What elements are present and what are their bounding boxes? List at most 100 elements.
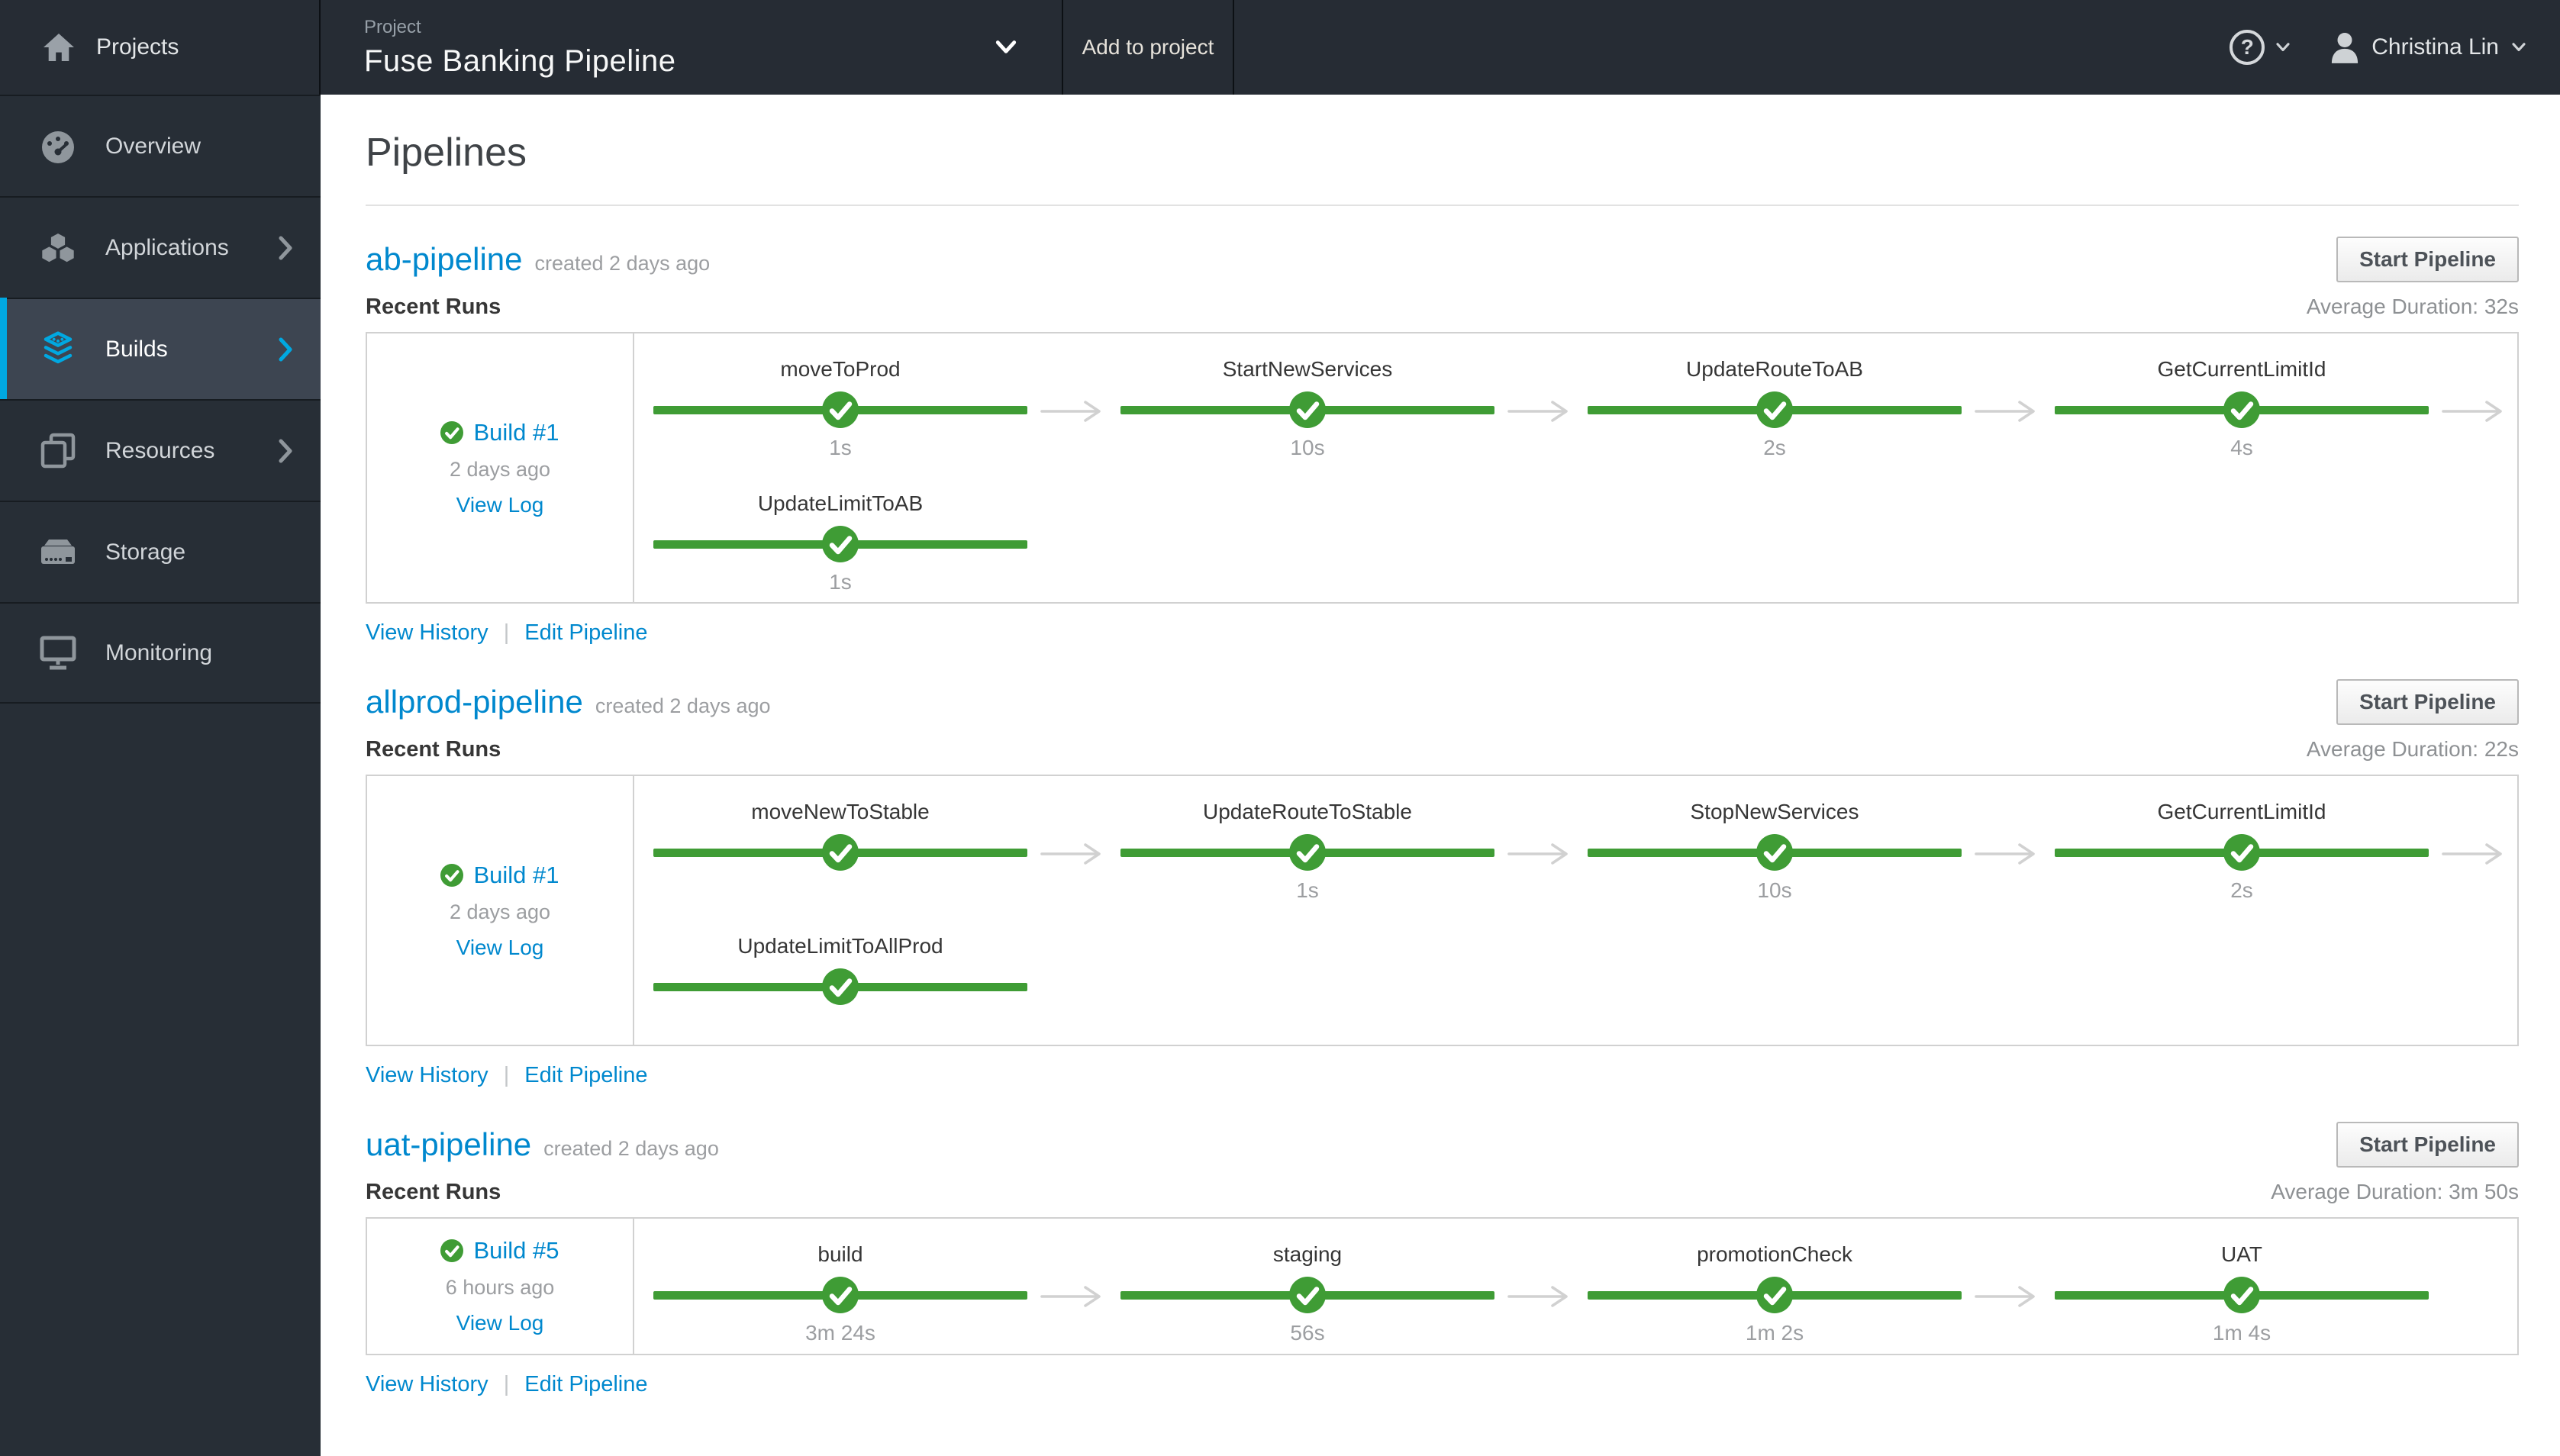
build-link[interactable]: Build #1 — [473, 861, 559, 888]
check-circle-icon — [440, 421, 463, 444]
build-timestamp: 2 days ago — [449, 900, 551, 923]
stage-row: moveNewToStable UpdateRouteToStable 1s S… — [642, 799, 2510, 903]
stages-cell: moveToProd 1s StartNewServices 10s Updat… — [634, 333, 2518, 602]
view-log-link[interactable]: View Log — [456, 1311, 544, 1335]
chevron-down-icon — [2275, 42, 2291, 53]
view-history-link[interactable]: View History — [366, 1372, 488, 1396]
chevron-down-icon — [2511, 42, 2526, 53]
build-link[interactable]: Build #1 — [473, 418, 559, 446]
add-to-project-button[interactable]: Add to project — [1063, 0, 1234, 95]
start-pipeline-button[interactable]: Start Pipeline — [2336, 237, 2519, 282]
pipeline-name-link[interactable]: ab-pipeline — [366, 241, 523, 277]
arrow-right-icon — [1506, 1284, 1576, 1309]
stage-name: build — [817, 1242, 863, 1266]
start-pipeline-button[interactable]: Start Pipeline — [2336, 1122, 2519, 1168]
stage-duration: 2s — [1763, 436, 1786, 459]
masthead: Projects Project Fuse Banking Pipeline A… — [0, 0, 2560, 95]
sidebar-item-applications[interactable]: Applications — [0, 196, 321, 298]
pipeline-stage: moveNewToStable — [642, 799, 1039, 903]
build-timestamp: 2 days ago — [449, 457, 551, 481]
stage-duration: 10s — [1290, 436, 1325, 459]
dashboard-icon — [40, 128, 76, 165]
project-selector-value: Fuse Banking Pipeline — [364, 43, 676, 78]
chevron-right-icon — [276, 337, 295, 362]
pipeline-created: created 2 days ago — [534, 252, 711, 275]
pipeline-section-uat-pipeline: uat-pipeline created 2 days ago Start Pi… — [366, 1122, 2519, 1397]
stage-progress-bar — [653, 526, 1027, 562]
pipeline-stage: UpdateRouteToStable 1s — [1109, 799, 1506, 903]
stage-duration: 1s — [829, 570, 852, 594]
sidebar-item-resources[interactable]: Resources — [0, 399, 321, 501]
view-log-link[interactable]: View Log — [456, 935, 544, 959]
stage-progress-bar — [653, 1277, 1027, 1313]
check-circle-icon — [1289, 391, 1326, 428]
recent-runs-label: Recent Runs — [366, 737, 501, 762]
arrow-right-icon — [1973, 1284, 2043, 1309]
projects-brand[interactable]: Projects — [0, 0, 321, 95]
build-cell: Build #1 2 days ago View Log — [367, 333, 634, 602]
start-pipeline-button[interactable]: Start Pipeline — [2336, 679, 2519, 725]
pipeline-stage: staging 56s — [1109, 1242, 1506, 1345]
edit-pipeline-link[interactable]: Edit Pipeline — [524, 1372, 648, 1396]
storage-icon — [40, 534, 76, 571]
help-dropdown[interactable]: ? — [2230, 30, 2291, 65]
stage-duration: 4s — [2230, 436, 2253, 459]
sidebar-item-storage[interactable]: Storage — [0, 501, 321, 602]
stage-duration: 1s — [829, 436, 852, 459]
check-circle-icon — [2223, 834, 2260, 871]
stage-name: GetCurrentLimitId — [2157, 357, 2326, 381]
sidebar-item-builds[interactable]: Builds — [0, 298, 321, 399]
check-circle-icon — [1289, 1277, 1326, 1313]
check-circle-icon — [1756, 834, 1793, 871]
copy-icon — [40, 433, 76, 469]
arrow-right-icon — [2440, 842, 2510, 866]
stage-duration: 2s — [2230, 878, 2253, 902]
arrow-right-icon — [1039, 1284, 1109, 1309]
sidebar-item-label: Monitoring — [105, 639, 213, 665]
recent-runs-box: Build #1 2 days ago View Log moveNewToSt… — [366, 775, 2519, 1046]
pipeline-name-link[interactable]: uat-pipeline — [366, 1126, 532, 1162]
view-history-link[interactable]: View History — [366, 620, 488, 645]
links-separator: | — [503, 1063, 510, 1087]
arrow-right-icon — [1039, 399, 1109, 424]
recent-runs-label: Recent Runs — [366, 1180, 501, 1204]
check-circle-icon — [822, 391, 859, 428]
build-link[interactable]: Build #5 — [473, 1237, 559, 1264]
stage-progress-bar — [1588, 834, 1962, 871]
stage-duration — [642, 878, 1039, 903]
stage-progress-bar — [1120, 391, 1494, 428]
masthead-utilities: ? Christina Lin — [2230, 0, 2560, 95]
sidebar-item-label: Applications — [105, 234, 229, 260]
arrow-right-icon — [1506, 399, 1576, 424]
sidebar-item-overview[interactable]: Overview — [0, 95, 321, 196]
stage-progress-bar — [1588, 1277, 1962, 1313]
pipeline-stage: UpdateLimitToAB 1s — [642, 491, 1039, 594]
edit-pipeline-link[interactable]: Edit Pipeline — [524, 1063, 648, 1087]
view-log-link[interactable]: View Log — [456, 492, 544, 517]
projects-brand-label: Projects — [96, 34, 179, 60]
view-history-link[interactable]: View History — [366, 1063, 488, 1087]
pipeline-stage: build 3m 24s — [642, 1242, 1039, 1345]
stage-progress-bar — [2055, 391, 2429, 428]
stage-name: UpdateRouteToAB — [1686, 357, 1863, 381]
recent-runs-box: Build #1 2 days ago View Log moveToProd … — [366, 332, 2519, 604]
stage-progress-bar — [653, 834, 1027, 871]
user-dropdown[interactable]: Christina Lin — [2330, 31, 2526, 63]
recent-runs-box: Build #5 6 hours ago View Log build 3m 2… — [366, 1217, 2519, 1355]
check-circle-icon — [822, 968, 859, 1005]
stage-name: UpdateLimitToAllProd — [737, 934, 943, 958]
stage-duration: 1m 2s — [1745, 1321, 1804, 1345]
project-selector[interactable]: Project Fuse Banking Pipeline — [321, 0, 1063, 95]
stage-progress-bar — [1120, 1277, 1494, 1313]
check-circle-icon — [1756, 391, 1793, 428]
pipeline-name-link[interactable]: allprod-pipeline — [366, 684, 583, 720]
stage-name: UpdateLimitToAB — [757, 491, 924, 515]
edit-pipeline-link[interactable]: Edit Pipeline — [524, 620, 648, 645]
sidebar-item-monitoring[interactable]: Monitoring — [0, 602, 321, 704]
sidebar-item-label: Builds — [105, 336, 168, 362]
chevron-right-icon — [276, 438, 295, 464]
sidebar-item-label: Resources — [105, 437, 215, 463]
chevron-down-icon — [995, 39, 1017, 56]
home-icon — [43, 33, 75, 62]
